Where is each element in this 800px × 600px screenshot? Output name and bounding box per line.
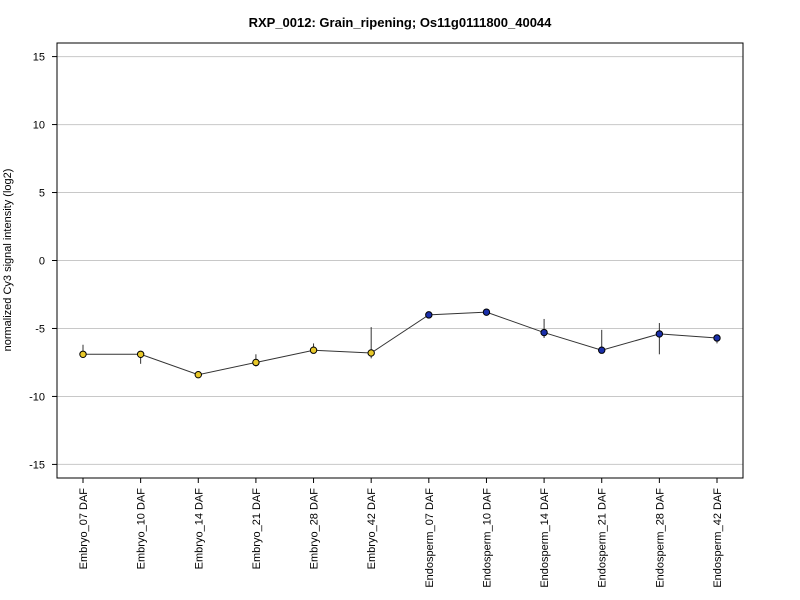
plot-frame	[56, 42, 744, 479]
chart-title: RXP_0012: Grain_ripening; Os11g0111800_4…	[249, 15, 553, 30]
x-tick-label: Embryo_28 DAF	[309, 488, 321, 570]
y-tick-label: 10	[33, 120, 45, 132]
data-point	[252, 358, 260, 367]
y-axis-label: normalized Cy3 signal intensity (log2)	[2, 169, 14, 352]
data-point	[482, 308, 491, 316]
x-tick-label: Endosperm_10 DAF	[481, 488, 493, 588]
x-tick-label: Endosperm_21 DAF	[597, 488, 609, 588]
y-tick-label: -5	[35, 323, 45, 335]
y-tick-label: 15	[33, 52, 45, 64]
x-axis-ticks: Embryo_07 DAF Embryo_10 DAF Embryo_14 DAF E…	[78, 478, 724, 588]
grid-lines	[57, 56, 743, 465]
series-line	[79, 308, 721, 379]
y-tick-label: -15	[29, 459, 45, 471]
y-tick-label: 5	[39, 188, 45, 200]
y-axis-ticks: -15 -10 -5 0 5 10 15	[29, 52, 57, 471]
x-tick-label: Endosperm_42 DAF	[712, 488, 724, 588]
series-line-path	[83, 311, 718, 376]
y-tick-label: 0	[39, 256, 45, 268]
y-tick-label: -10	[29, 391, 45, 403]
data-point	[367, 349, 375, 357]
x-tick-label: Endosperm_28 DAF	[654, 488, 666, 588]
x-tick-label: Embryo_21 DAF	[251, 488, 263, 570]
data-point	[540, 328, 548, 337]
data-point	[598, 346, 606, 354]
data-point	[425, 311, 433, 319]
data-point	[713, 334, 721, 342]
data-point	[655, 330, 664, 338]
x-tick-label: Embryo_10 DAF	[136, 488, 148, 570]
x-tick-label: Endosperm_07 DAF	[424, 488, 436, 588]
data-point	[309, 346, 318, 354]
x-tick-label: Endosperm_14 DAF	[539, 488, 551, 588]
x-tick-label: Embryo_14 DAF	[193, 488, 205, 570]
x-tick-label: Embryo_07 DAF	[78, 488, 90, 570]
data-point	[136, 350, 145, 358]
data-point	[79, 350, 87, 358]
x-tick-label: Embryo_42 DAF	[366, 488, 378, 570]
data-point	[194, 370, 202, 379]
